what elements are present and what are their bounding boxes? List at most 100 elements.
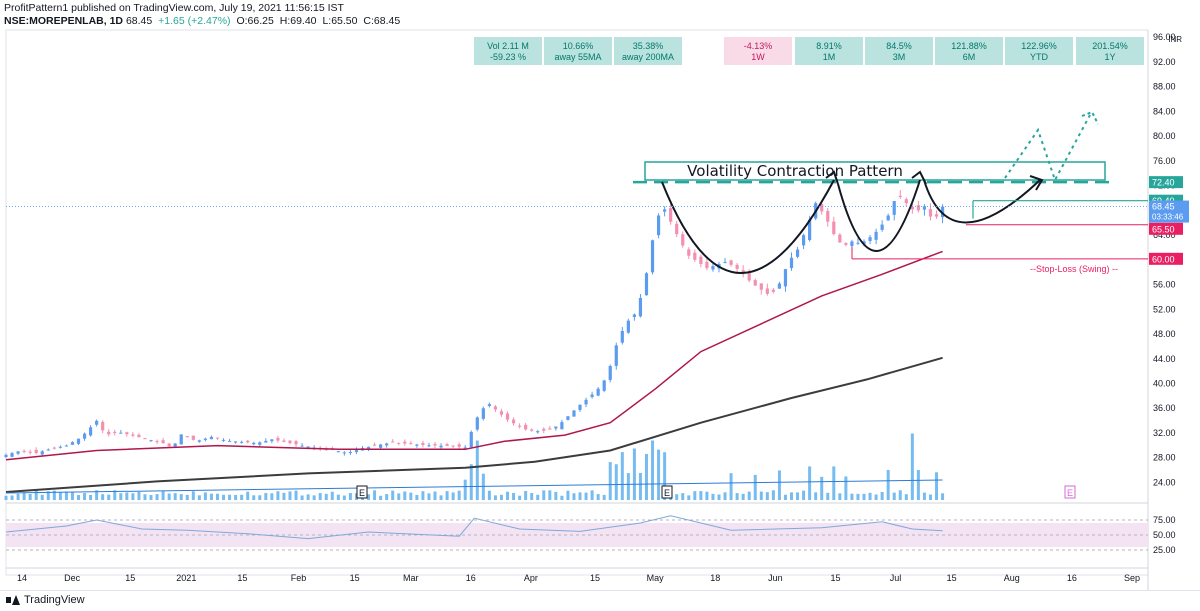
- candle: [681, 234, 685, 246]
- candle: [644, 273, 649, 296]
- x-tick-label: Aug: [1004, 573, 1020, 583]
- volume-bar: [759, 491, 763, 500]
- cup-curve: [837, 179, 921, 252]
- volume-bar: [681, 493, 685, 500]
- volume-bar: [101, 494, 105, 500]
- volume-bar: [64, 491, 68, 500]
- volume-bar: [451, 492, 455, 500]
- volume-bar: [95, 490, 99, 500]
- volume-bar: [10, 495, 14, 500]
- tradingview-icon: [6, 595, 20, 605]
- candle: [113, 431, 117, 433]
- volume-bar: [312, 495, 316, 500]
- brand-label: TradingView: [24, 594, 85, 606]
- volume-bar: [469, 464, 473, 500]
- y-tick-label: 32.00: [1153, 428, 1176, 438]
- x-tick-label: 15: [350, 573, 360, 583]
- volume-bar: [215, 493, 219, 500]
- candle: [711, 266, 715, 270]
- price-tag-low: 65.50: [1152, 224, 1175, 234]
- low-value: L:65.50: [322, 15, 358, 27]
- candle: [898, 195, 902, 197]
- x-tick-label: Jul: [890, 573, 902, 583]
- candle: [723, 261, 727, 263]
- candle: [264, 440, 268, 443]
- candle: [614, 345, 618, 366]
- candle: [916, 205, 920, 211]
- volume-bar: [826, 492, 830, 500]
- candle: [511, 419, 516, 424]
- candle: [777, 283, 782, 289]
- candle: [10, 453, 14, 457]
- earnings-marker: [356, 485, 368, 499]
- publish-line: ProfitPattern1 published on TradingView.…: [4, 2, 344, 14]
- rsi-line: [5, 515, 943, 540]
- volume-bar: [626, 473, 630, 500]
- tradingview-logo[interactable]: TradingView: [6, 594, 85, 606]
- candle: [288, 440, 292, 444]
- candle: [838, 234, 842, 243]
- candle: [240, 441, 244, 443]
- volume-bar: [131, 493, 135, 500]
- candle: [385, 443, 389, 446]
- candle: [252, 442, 256, 445]
- pattern-box: [644, 161, 1106, 181]
- candle: [608, 366, 612, 380]
- symbol-label[interactable]: NSE:MOREPENLAB, 1D: [4, 15, 124, 27]
- volume-bar: [385, 494, 389, 500]
- volume-bar: [433, 491, 437, 500]
- candle: [451, 445, 455, 447]
- stat-box: [474, 37, 542, 65]
- stat-value: 10.66%: [563, 41, 594, 51]
- candle: [481, 408, 485, 419]
- volume-bar: [288, 491, 292, 500]
- y-tick-label: 48.00: [1153, 329, 1176, 339]
- y-tick-label: 76.00: [1153, 156, 1176, 166]
- candle: [475, 417, 479, 430]
- volume-bar: [904, 494, 908, 500]
- volume-bar: [149, 495, 153, 500]
- candle: [566, 416, 570, 420]
- volume-bar: [808, 466, 812, 500]
- candle: [76, 438, 81, 444]
- x-tick-label: 15: [947, 573, 957, 583]
- y-tick-label: 24.00: [1153, 477, 1176, 487]
- candle: [246, 440, 250, 443]
- rsi-tick-label: 50.00: [1153, 530, 1176, 540]
- y-tick-label: 36.00: [1153, 403, 1176, 413]
- candle: [572, 410, 576, 417]
- candle: [185, 436, 189, 438]
- volume-bar: [342, 495, 346, 500]
- x-tick-label: Feb: [291, 573, 307, 583]
- candle: [427, 445, 431, 447]
- price-tag-stop: 60.00: [1152, 254, 1175, 264]
- candle: [463, 447, 467, 449]
- candle: [493, 406, 498, 410]
- candle: [58, 446, 62, 448]
- candle: [64, 445, 69, 447]
- volume-bar: [294, 490, 298, 500]
- volume-bar: [119, 493, 123, 500]
- volume-bar: [892, 492, 896, 500]
- volume-bar: [814, 492, 818, 500]
- candle: [505, 413, 510, 420]
- candle: [753, 280, 757, 286]
- candle: [227, 440, 232, 442]
- ma-red-line: [5, 250, 943, 461]
- volume-bar: [197, 495, 201, 500]
- candle: [832, 221, 836, 235]
- price-tag-low-bg: [1149, 222, 1183, 235]
- volume-bar: [439, 495, 443, 500]
- stat-box: [935, 37, 1003, 65]
- price-chart[interactable]: 96.0092.0088.0084.0080.0076.0072.0068.00…: [0, 0, 1200, 590]
- volume-bar: [58, 492, 62, 500]
- candle: [602, 380, 606, 391]
- candle: [40, 451, 44, 455]
- earnings-marker: [661, 485, 673, 499]
- volume-bar: [735, 493, 739, 500]
- y-tick-label: 92.00: [1153, 57, 1176, 67]
- arrow-head: [911, 170, 927, 185]
- candle: [868, 237, 872, 241]
- y-tick-label: 28.00: [1153, 453, 1176, 463]
- x-tick-label: 16: [466, 573, 476, 583]
